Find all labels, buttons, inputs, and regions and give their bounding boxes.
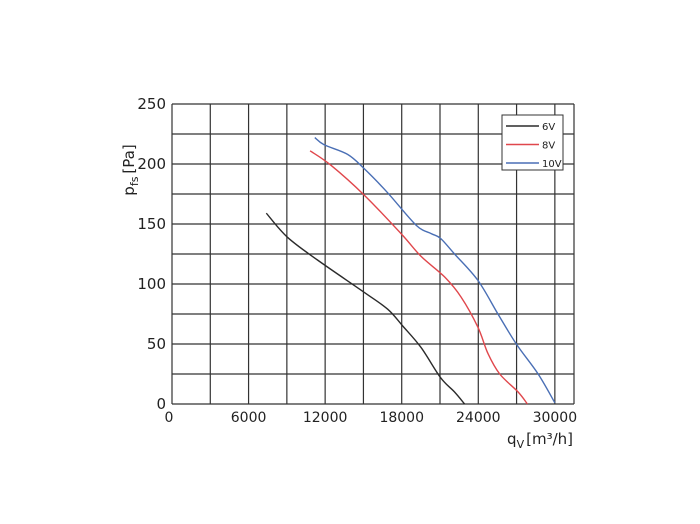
x-tick-label: 30000: [533, 410, 578, 426]
x-axis-label: qV [m³/h]: [507, 430, 573, 451]
tick-labels: 0 6000 12000 18000 24000 30000 0 50 100 150 200 250: [137, 95, 577, 426]
y-tick-label: 200: [137, 155, 166, 173]
legend-box: [501, 114, 564, 171]
legend-label-10V: 10V: [542, 159, 562, 170]
x-tick-label: 24000: [456, 410, 501, 426]
series-line-8V: [309, 150, 528, 405]
legend-label-8V: 8V: [542, 141, 555, 152]
series-line-6V: [265, 212, 466, 405]
x-tick-label: 6000: [231, 410, 267, 426]
series-line-10V: [314, 137, 556, 404]
y-tick-label: 0: [156, 395, 166, 413]
series-lines: [265, 137, 556, 405]
legend: 6V 8V 10V: [501, 114, 564, 171]
y-tick-label: 150: [137, 215, 166, 233]
y-tick-label: 50: [147, 335, 166, 353]
x-tick-label: 0: [165, 410, 174, 426]
y-tick-label: 100: [137, 275, 166, 293]
x-tick-label: 12000: [303, 410, 348, 426]
legend-label-6V: 6V: [542, 122, 555, 133]
x-tick-label: 18000: [379, 410, 424, 426]
y-tick-label: 250: [137, 95, 166, 113]
y-axis-label: pfs[Pa]: [120, 144, 141, 195]
